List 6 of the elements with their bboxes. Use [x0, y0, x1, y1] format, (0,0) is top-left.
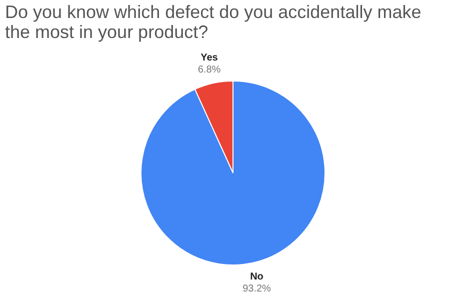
- chart-title: Do you know which defect do you accidentally make the most in your product?: [5, 2, 422, 42]
- data-label: 93.2%: [242, 283, 272, 294]
- pie-slice: [140, 80, 326, 266]
- slice-label: Yes: [200, 52, 218, 64]
- slice-label: No: [250, 271, 264, 282]
- data-label: 6.8%: [198, 64, 221, 76]
